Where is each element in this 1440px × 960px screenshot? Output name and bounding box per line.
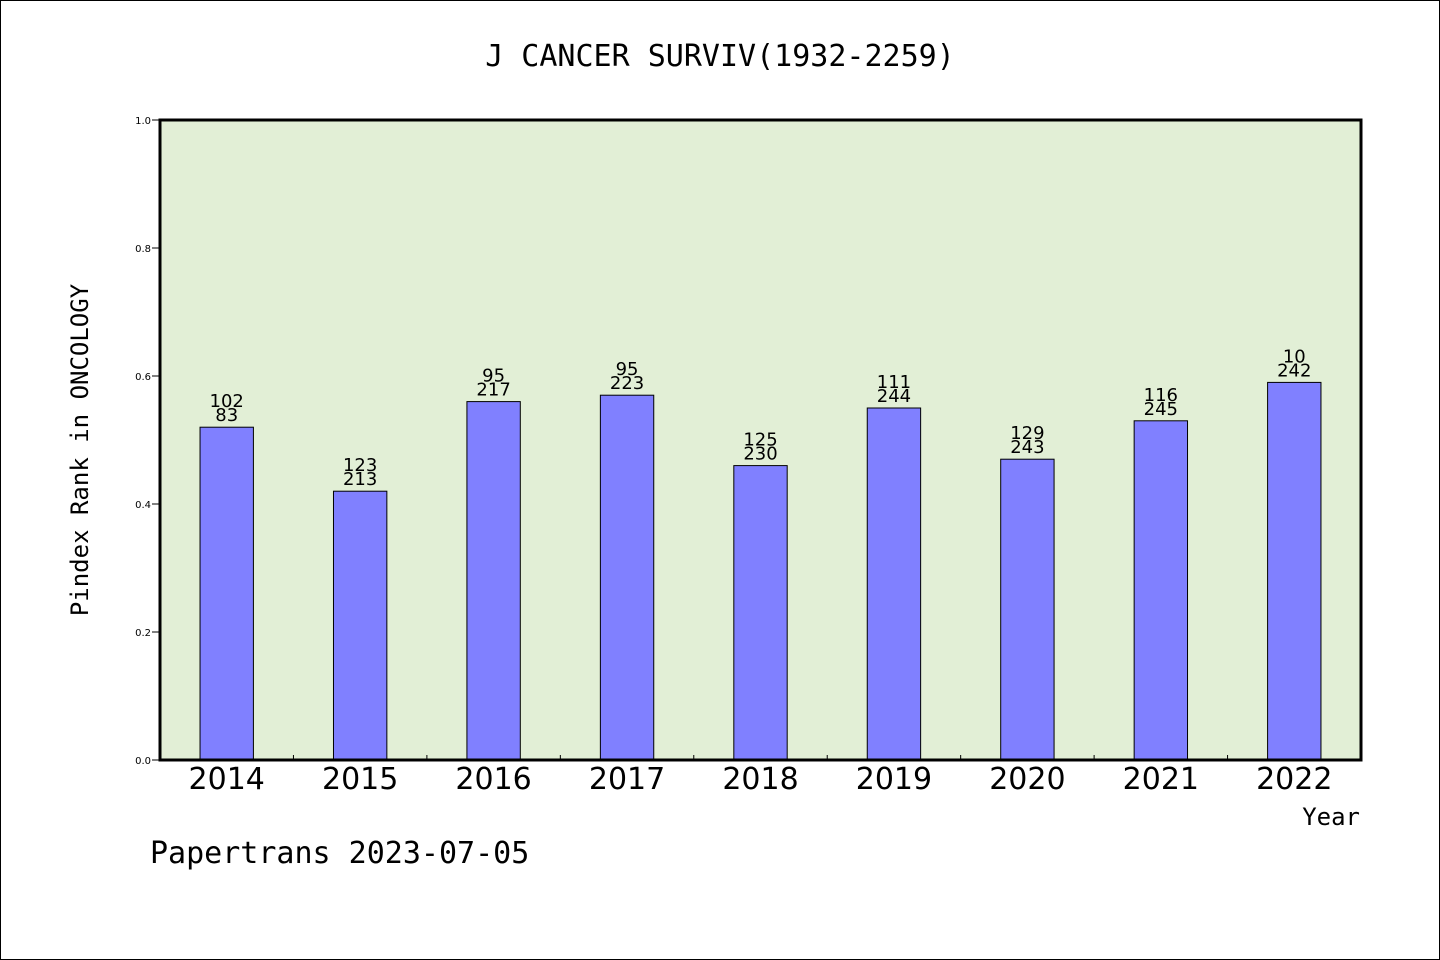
y-tick-label: 0.6 xyxy=(135,372,151,383)
bar-2017 xyxy=(599,394,655,761)
bar-2020 xyxy=(1000,458,1055,761)
data-label-top: 95 xyxy=(616,359,639,380)
data-label-top: 95 xyxy=(482,366,505,387)
bar-2014 xyxy=(199,426,254,761)
data-label-bottom: 230 xyxy=(743,444,777,465)
x-tick-label: 2017 xyxy=(589,762,665,797)
data-label-bottom: 243 xyxy=(1010,437,1044,458)
data-label-bottom: 242 xyxy=(1277,360,1311,381)
x-tick-label: 2020 xyxy=(989,762,1065,797)
data-label-bottom: 213 xyxy=(343,469,377,490)
data-label-top: 111 xyxy=(877,372,911,393)
data-label-bottom: 83 xyxy=(215,405,238,426)
y-axis-label: Pindex Rank in ONCOLOGY xyxy=(66,283,94,616)
data-label-bottom: 245 xyxy=(1144,399,1178,420)
y-tick-label: 0.2 xyxy=(135,628,151,639)
y-tick-label: 1.0 xyxy=(135,116,151,127)
data-label-top: 102 xyxy=(210,391,244,412)
data-label-bottom: 244 xyxy=(877,386,911,407)
bar-2016 xyxy=(466,401,521,761)
x-tick-label: 2018 xyxy=(722,762,798,797)
data-label-bottom: 217 xyxy=(476,380,510,401)
x-tick-label: 2021 xyxy=(1123,762,1199,797)
bar-2015 xyxy=(332,490,388,761)
x-tick-label: 2016 xyxy=(455,762,531,797)
bar-2022 xyxy=(1267,381,1322,761)
data-label-top: 129 xyxy=(1010,423,1044,444)
plot-border xyxy=(158,118,1363,762)
bar-2021 xyxy=(1133,420,1189,761)
y-tick-label: 0.8 xyxy=(135,244,151,255)
x-tick-label: 2015 xyxy=(322,762,398,797)
x-tick-label: 2022 xyxy=(1256,762,1332,797)
data-label-top: 125 xyxy=(743,430,777,451)
y-tick-label: 0.0 xyxy=(135,756,151,767)
data-label-top: 116 xyxy=(1144,385,1178,406)
bar-2018 xyxy=(733,465,788,761)
data-label-top: 10 xyxy=(1283,346,1306,367)
y-tick-label: 0.4 xyxy=(135,500,151,511)
x-tick-label: 2014 xyxy=(189,762,265,797)
bar-2019 xyxy=(866,407,922,761)
data-label-bottom: 223 xyxy=(610,373,644,394)
data-label-top: 123 xyxy=(343,455,377,476)
chart-title: J CANCER SURVIV(1932-2259) xyxy=(485,39,955,74)
x-axis-label: Year xyxy=(1302,803,1360,831)
x-tick-label: 2019 xyxy=(856,762,932,797)
footer-text: Papertrans 2023-07-05 xyxy=(150,836,529,871)
